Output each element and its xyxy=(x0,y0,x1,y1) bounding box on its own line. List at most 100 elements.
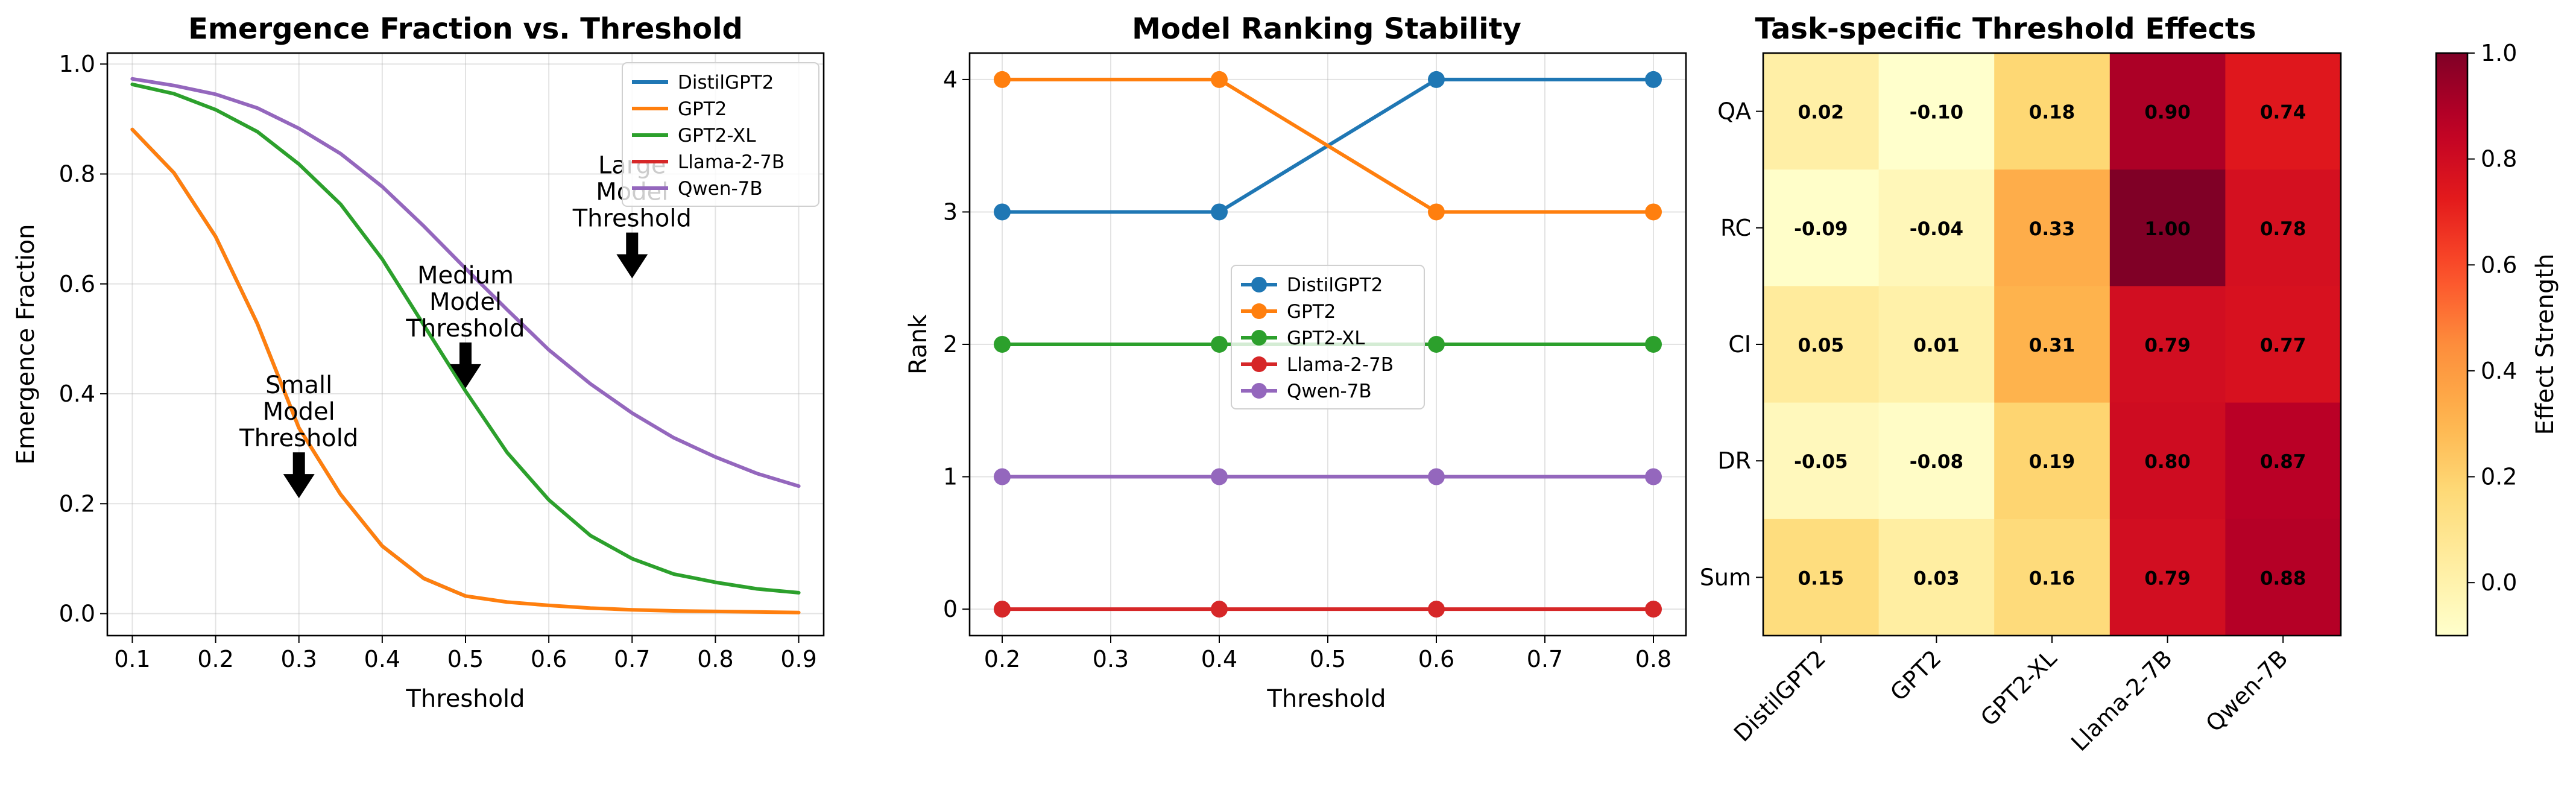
x-tick-label: 0.1 xyxy=(114,646,150,672)
emergence-chart-title: Emergence Fraction vs. Threshold xyxy=(188,12,743,46)
heatmap-cell-value: -0.10 xyxy=(1910,102,1963,124)
heatmap-cell xyxy=(1763,519,1880,636)
heatmap-cell-value: 0.77 xyxy=(2260,335,2306,356)
ranking-y-axis-label: Rank xyxy=(904,314,932,374)
series-point-distilgpt2 xyxy=(994,203,1011,221)
series-line-qwen-7b xyxy=(130,77,801,488)
series-point-distilgpt2 xyxy=(1645,71,1662,88)
heatmap-cell xyxy=(2225,519,2341,636)
heatmap-cell-value: 0.87 xyxy=(2260,451,2306,473)
heatmap-cell-value: 0.78 xyxy=(2260,218,2306,240)
legend-marker-llama-2-7b xyxy=(1251,356,1267,372)
heatmap-cell-value: 0.33 xyxy=(2029,218,2076,240)
legend-box xyxy=(1231,265,1425,409)
series-point-gpt2 xyxy=(994,71,1011,88)
series-point-gpt2 xyxy=(1428,203,1445,221)
heatmap-cell-value: 0.79 xyxy=(2144,335,2191,356)
legend-marker-gpt2-xl xyxy=(1251,330,1267,346)
heatmap-cell xyxy=(1994,402,2110,520)
y-tick-label: 1 xyxy=(943,464,958,490)
colorbar-tick-label: 0.2 xyxy=(2481,464,2517,490)
heatmap-cell xyxy=(2109,519,2226,636)
heatmap-cell xyxy=(1878,402,1995,520)
y-tick-label: 1.0 xyxy=(59,51,95,77)
heatmap-cell xyxy=(2225,286,2341,403)
heatmap-cell xyxy=(2225,53,2341,170)
ranking-y-ticks: 0 1 2 3 4 xyxy=(943,66,970,622)
series-point-gpt2 xyxy=(1645,203,1662,221)
legend-box xyxy=(622,62,819,207)
series-point-qwen-7b xyxy=(1645,468,1662,485)
row-label: Sum xyxy=(1700,564,1751,590)
y-tick-label: 4 xyxy=(943,66,958,93)
emergence-legend: DistilGPT2 GPT2 GPT2-XL Llama-2-7B Qwen-7B xyxy=(622,62,819,207)
y-tick-label: 0.0 xyxy=(59,601,95,627)
colorbar-frame xyxy=(2435,52,2469,637)
annotation-text: Threshold xyxy=(405,315,525,343)
heatmap-cell-value: -0.09 xyxy=(1794,218,1848,240)
ranking-x-axis-label: Threshold xyxy=(1266,685,1386,713)
legend-label: DistilGPT2 xyxy=(678,72,774,93)
heatmap-row-labels: QA RC CI DR Sum xyxy=(1700,98,1763,590)
x-tick-label: 0.4 xyxy=(364,646,400,672)
emergence-x-ticks: 0.1 0.2 0.3 0.4 0.5 0.6 0.7 0.8 0.9 xyxy=(114,636,817,672)
heatmap-cell-value: 0.31 xyxy=(2029,335,2076,356)
y-tick-label: 0.8 xyxy=(59,160,95,187)
annotation-text: Threshold xyxy=(239,425,358,452)
legend-label: GPT2-XL xyxy=(1287,327,1365,349)
ranking-legend: DistilGPT2 GPT2 GPT2-XL Llama-2-7B Qwen-7B xyxy=(1231,265,1425,409)
legend-label: Llama-2-7B xyxy=(1287,354,1394,376)
heatmap-cell-value: 0.05 xyxy=(1798,335,1845,356)
series-point-llama-2-7b xyxy=(994,601,1011,618)
y-tick-label: 0.6 xyxy=(59,271,95,297)
heatmap-cell xyxy=(2225,402,2341,520)
row-label: DR xyxy=(1717,447,1751,474)
heatmap-cell xyxy=(2109,53,2226,170)
series-point-gpt2-xl xyxy=(1211,336,1228,353)
y-tick-label: 3 xyxy=(943,198,958,225)
legend-label: Llama-2-7B xyxy=(678,151,784,173)
annotation-text: Threshold xyxy=(572,205,692,233)
heatmap-cell xyxy=(1878,519,1995,636)
series-point-qwen-7b xyxy=(1428,468,1445,485)
heatmap-panel: Task-specific Threshold Effects 0.02 -0.1… xyxy=(1700,12,2559,756)
heatmap-chart-title: Task-specific Threshold Effects xyxy=(1755,12,2256,46)
series-point-llama-2-7b xyxy=(1211,601,1228,618)
series-point-gpt2-xl xyxy=(994,336,1011,353)
x-tick-label: 0.8 xyxy=(697,646,733,672)
series-point-gpt2-xl xyxy=(1428,336,1445,353)
series-line-gpt2-xl xyxy=(130,82,801,595)
heatmap-cell xyxy=(2109,169,2226,286)
heatmap-cell xyxy=(1994,53,2110,170)
series-point-qwen-7b xyxy=(994,468,1011,485)
x-tick-label: 0.2 xyxy=(197,646,233,672)
y-tick-label: 0.2 xyxy=(59,490,95,517)
colorbar-tick-label: 0.6 xyxy=(2481,251,2517,278)
heatmap-cell-value: 1.00 xyxy=(2144,218,2191,240)
heatmap-cell-value: 0.18 xyxy=(2029,102,2076,124)
annotation-text: Medium xyxy=(417,262,514,289)
y-tick-label: 0.4 xyxy=(59,381,95,407)
x-tick-label: 0.7 xyxy=(614,646,650,672)
colorbar-tick-label: 1.0 xyxy=(2481,40,2517,66)
x-tick-label: 0.6 xyxy=(531,646,567,672)
heatmap-cell xyxy=(1878,53,1995,170)
annotation-text: Model xyxy=(429,288,502,316)
colorbar-tick-label: 0.8 xyxy=(2481,146,2517,172)
legend-marker-gpt2 xyxy=(1251,303,1267,319)
heatmap-cell-value: 0.01 xyxy=(1913,335,1960,356)
heatmap-cell xyxy=(1994,169,2110,286)
heatmap-cell xyxy=(2225,169,2341,286)
heatmap-cells: 0.02 -0.10 0.18 0.90 0.74 -0.09 -0.04 0.33 1.00 0… xyxy=(1763,53,2341,636)
legend-marker-qwen-7b xyxy=(1251,383,1267,399)
heatmap-cell-value: 0.90 xyxy=(2144,102,2191,124)
row-label: RC xyxy=(1720,215,1751,241)
heatmap-cell xyxy=(1994,519,2110,636)
series-point-distilgpt2 xyxy=(1211,203,1228,221)
colorbar-label: Effect Strength xyxy=(2531,254,2559,435)
y-tick-label: 0 xyxy=(943,596,958,622)
x-tick-label: 0.2 xyxy=(984,646,1020,672)
heatmap-cell-value: 0.15 xyxy=(1798,567,1845,589)
legend-label: DistilGPT2 xyxy=(1287,274,1383,296)
